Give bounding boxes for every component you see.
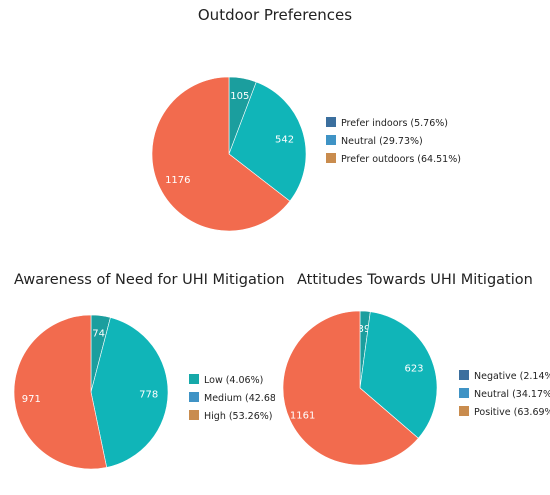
- legend-swatch: [326, 117, 336, 127]
- legend-label: Positive (63.69%): [474, 407, 550, 418]
- legend-swatch: [326, 135, 336, 145]
- legend-label: Medium (42.68%): [204, 393, 275, 404]
- slice-value-label: 623: [404, 364, 423, 375]
- pie-slice: [90, 317, 169, 468]
- pie-slice: [13, 314, 108, 470]
- legend-label: Negative (2.14%): [474, 371, 550, 382]
- legend-label: Prefer outdoors (64.51%): [341, 154, 461, 165]
- chart-title: Attitudes Towards UHI Mitigation: [297, 272, 533, 288]
- pie-chart-svg: 74 778 971 Low (4.06%) Medium (42.68%) High (…: [13, 314, 275, 470]
- pie-chart-svg: 105 542 1176 Prefer indoors (5.76%) Neutral …: [151, 76, 461, 232]
- legend-swatch: [326, 153, 336, 163]
- outdoor-preferences-chart: Outdoor Preferences 105 542 1176 Prefer ind…: [0, 0, 550, 245]
- legend-label: Neutral (34.17%): [474, 389, 550, 400]
- pie-slice: [151, 76, 291, 232]
- legend-label: High (53.26%): [204, 411, 273, 422]
- chart-title: Outdoor Preferences: [197, 6, 353, 24]
- pie-slice: [359, 311, 438, 439]
- legend-swatch: [459, 406, 469, 416]
- slice-value-label: 105: [230, 91, 249, 102]
- legend-swatch: [189, 392, 199, 402]
- chart-title: Awareness of Need for UHI Mitigation: [14, 272, 285, 288]
- legend-label: Prefer indoors (5.76%): [341, 118, 448, 129]
- awareness-chart: Awareness of Need for UHI Mitigation 74 7…: [0, 265, 285, 495]
- pie-slice: [228, 81, 307, 202]
- slice-value-label: 1161: [290, 410, 315, 421]
- slice-value-label: 778: [139, 389, 158, 400]
- legend-label: Low (4.06%): [204, 375, 263, 386]
- pie-chart-svg: 39 623 1161 Negative (2.14%) Neutral (34.17%…: [282, 310, 550, 466]
- pie-slice: [282, 310, 419, 466]
- slice-value-label: 39: [358, 324, 371, 335]
- legend-swatch: [189, 410, 199, 420]
- attitudes-chart: Attitudes Towards UHI Mitigation 39 623 11…: [275, 265, 550, 495]
- slice-value-label: 971: [22, 394, 41, 405]
- legend-swatch: [189, 374, 199, 384]
- slice-value-label: 1176: [165, 175, 190, 186]
- slice-value-label: 542: [275, 134, 294, 145]
- legend-label: Neutral (29.73%): [341, 136, 423, 147]
- legend-swatch: [459, 388, 469, 398]
- slice-value-label: 74: [92, 328, 105, 339]
- legend-swatch: [459, 370, 469, 380]
